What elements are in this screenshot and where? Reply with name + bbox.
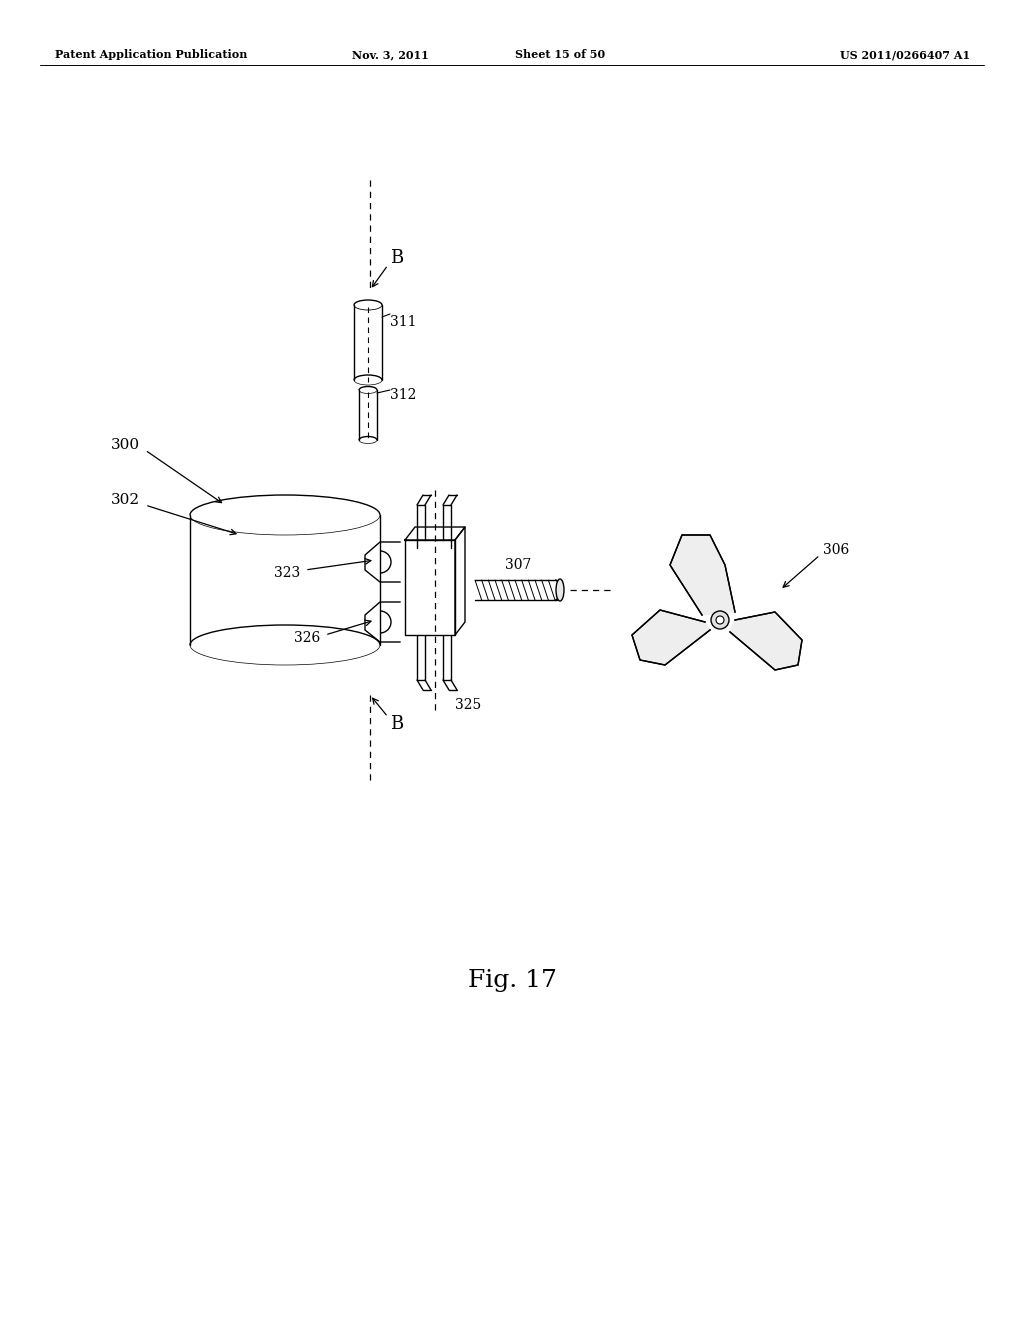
Text: Patent Application Publication: Patent Application Publication (55, 49, 248, 61)
Text: 326: 326 (294, 631, 319, 645)
Ellipse shape (711, 611, 729, 630)
Text: 307: 307 (505, 558, 531, 572)
Text: 312: 312 (390, 388, 417, 403)
Text: US 2011/0266407 A1: US 2011/0266407 A1 (840, 49, 970, 61)
Polygon shape (632, 610, 710, 665)
Polygon shape (670, 535, 735, 615)
Text: 323: 323 (273, 566, 300, 579)
Ellipse shape (556, 579, 564, 601)
Text: 306: 306 (823, 543, 849, 557)
Text: B: B (390, 715, 403, 733)
Text: 302: 302 (111, 492, 140, 507)
Text: B: B (390, 249, 403, 267)
Polygon shape (730, 612, 802, 671)
Text: 325: 325 (455, 698, 481, 711)
Text: 311: 311 (390, 315, 417, 329)
Text: 300: 300 (111, 438, 140, 451)
Text: Sheet 15 of 50: Sheet 15 of 50 (515, 49, 605, 61)
Text: Nov. 3, 2011: Nov. 3, 2011 (351, 49, 428, 61)
Ellipse shape (716, 616, 724, 624)
Text: Fig. 17: Fig. 17 (468, 969, 556, 991)
